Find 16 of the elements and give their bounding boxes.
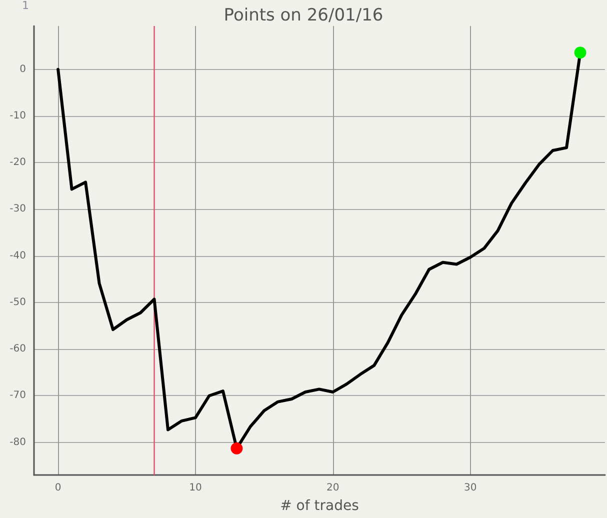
y-tick-label: -80 (10, 436, 26, 448)
x-tick-label: 0 (54, 482, 62, 494)
y-tick-label: -70 (10, 390, 26, 402)
y-tick-label: 0 (20, 64, 26, 75)
x-tick-label: 10 (189, 482, 202, 494)
y-tick-label: -30 (10, 204, 26, 215)
y-tick-label: -50 (10, 296, 26, 308)
x-tick-label: 20 (326, 482, 340, 494)
x-tick-label: 30 (464, 482, 477, 494)
x-axis-title: # of trades (280, 498, 359, 514)
y-tick-label: -20 (10, 157, 26, 168)
text: 1 (22, 0, 29, 12)
chart-title: Points on 26/01/16 (224, 6, 384, 26)
y-tick-label: -40 (10, 250, 26, 262)
y-tick-label: -10 (10, 110, 26, 122)
y-tick-label: -60 (10, 344, 26, 355)
